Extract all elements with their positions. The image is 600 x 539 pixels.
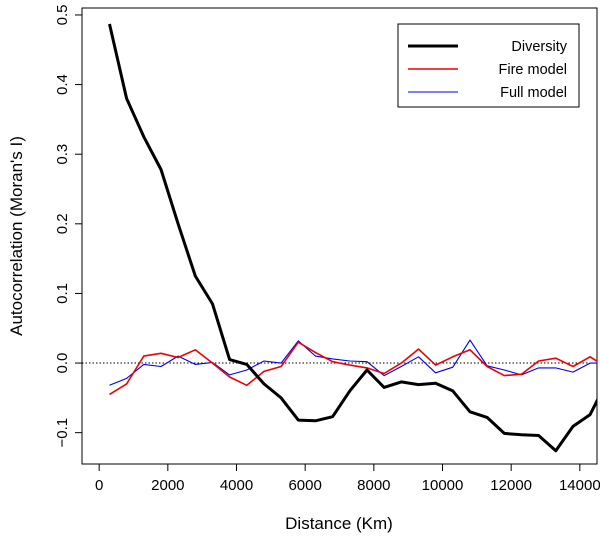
legend-box [397,23,580,108]
y-tick-label: 0.1 [54,283,71,304]
x-axis: 0 2000 4000 6000 8000 10000 12000 14000 [95,464,600,494]
x-tick-label: 10000 [422,477,464,494]
legend-label: Diversity [511,39,567,55]
x-tick-label: 4000 [220,477,253,494]
x-tick-label: 14000 [559,477,600,494]
y-tick-label: 0.0 [54,353,71,374]
y-tick-label: 0.5 [54,5,71,26]
series-line-diversity [108,23,597,453]
x-axis-title: Distance (Km) [285,514,393,533]
x-tick-label: 0 [95,477,103,494]
x-tick-label: 6000 [288,477,321,494]
series-line-fire-model [109,341,597,396]
y-tick-label: −0.1 [54,418,71,448]
series-layer [108,23,597,453]
legend-label: Full model [500,85,567,101]
y-tick-label: 0.3 [54,144,71,165]
y-axis-title: Autocorrelation (Moran's I) [7,136,26,336]
series-line-full-model [109,339,597,386]
legend-label: Fire model [499,62,568,78]
legend: Diversity Fire model Full model [397,23,580,108]
plot-frame [81,7,598,465]
x-tick-label: 2000 [151,477,184,494]
y-tick-label: 0.2 [54,213,71,234]
y-axis: −0.1 0.0 0.1 0.2 0.3 0.4 0.5 [54,5,82,448]
x-tick-label: 8000 [357,477,390,494]
y-tick-label: 0.4 [54,74,71,95]
x-tick-label: 12000 [490,477,532,494]
